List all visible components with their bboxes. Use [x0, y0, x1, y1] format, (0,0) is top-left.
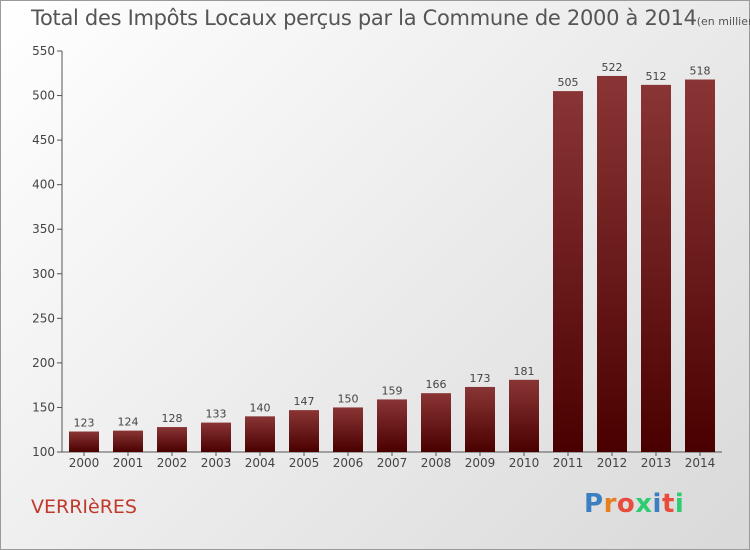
x-tick-label-2007: 2007: [377, 456, 408, 470]
x-tick-label-2012: 2012: [597, 456, 628, 470]
bar-2003: [201, 422, 231, 452]
y-tick-label: 100: [32, 445, 55, 459]
bar-2011: [553, 91, 583, 452]
y-tick-label: 300: [32, 267, 55, 281]
y-tick-label: 350: [32, 222, 55, 236]
data-label-2006: 150: [338, 392, 359, 405]
bar-2010: [509, 379, 539, 452]
x-tick-label-2004: 2004: [245, 456, 276, 470]
x-tick-label-2003: 2003: [201, 456, 232, 470]
y-tick-label: 500: [32, 89, 55, 103]
data-label-2000: 123: [74, 417, 95, 430]
x-tick-label-2009: 2009: [465, 456, 496, 470]
y-tick-label: 200: [32, 356, 55, 370]
bar-2014: [685, 79, 715, 452]
y-tick-label: 550: [32, 44, 55, 58]
data-label-2007: 159: [382, 384, 403, 397]
data-label-2009: 173: [470, 372, 491, 385]
chart-title: Total des Impôts Locaux perçus par la Co…: [31, 6, 750, 30]
chart-title-main: Total des Impôts Locaux perçus par la Co…: [31, 6, 697, 30]
bar-2001: [113, 430, 143, 452]
x-tick-label-2014: 2014: [685, 456, 716, 470]
bar-2005: [289, 410, 319, 452]
chart-title-unit: (en milliers d'€): [696, 15, 750, 28]
data-label-2008: 166: [426, 378, 447, 391]
y-tick-label: 150: [32, 400, 55, 414]
bar-2006: [333, 407, 363, 452]
x-tick-label-2005: 2005: [289, 456, 320, 470]
data-label-2002: 128: [162, 412, 183, 425]
x-tick-label-2001: 2001: [113, 456, 144, 470]
data-label-2013: 512: [646, 70, 667, 83]
data-label-2005: 147: [294, 395, 315, 408]
data-label-2010: 181: [514, 365, 535, 378]
bar-2012: [597, 75, 627, 452]
bar-2013: [641, 84, 671, 453]
data-label-2004: 140: [250, 401, 271, 414]
y-tick-label: 400: [32, 178, 55, 192]
x-tick-label-2002: 2002: [157, 456, 188, 470]
x-tick-label-2013: 2013: [641, 456, 672, 470]
data-label-2014: 518: [690, 65, 711, 78]
y-tick-label: 450: [32, 133, 55, 147]
bar-2009: [465, 386, 495, 452]
x-tick-label-2011: 2011: [553, 456, 584, 470]
bar-2008: [421, 393, 451, 452]
commune-name: VERRIèRES: [31, 496, 137, 518]
y-tick-label: 250: [32, 311, 55, 325]
x-tick-label-2008: 2008: [421, 456, 452, 470]
bar-2002: [157, 427, 187, 452]
x-tick-label-2010: 2010: [509, 456, 540, 470]
bar-2007: [377, 399, 407, 452]
data-label-2003: 133: [206, 408, 227, 421]
x-tick-label-2000: 2000: [69, 456, 100, 470]
data-label-2012: 522: [602, 61, 623, 74]
bar-2000: [69, 431, 99, 452]
x-tick-label-2006: 2006: [333, 456, 364, 470]
data-label-2011: 505: [558, 76, 579, 89]
proxiti-logo: Proxiti: [584, 489, 685, 519]
data-label-2001: 124: [118, 416, 139, 429]
bar-2004: [245, 416, 275, 452]
